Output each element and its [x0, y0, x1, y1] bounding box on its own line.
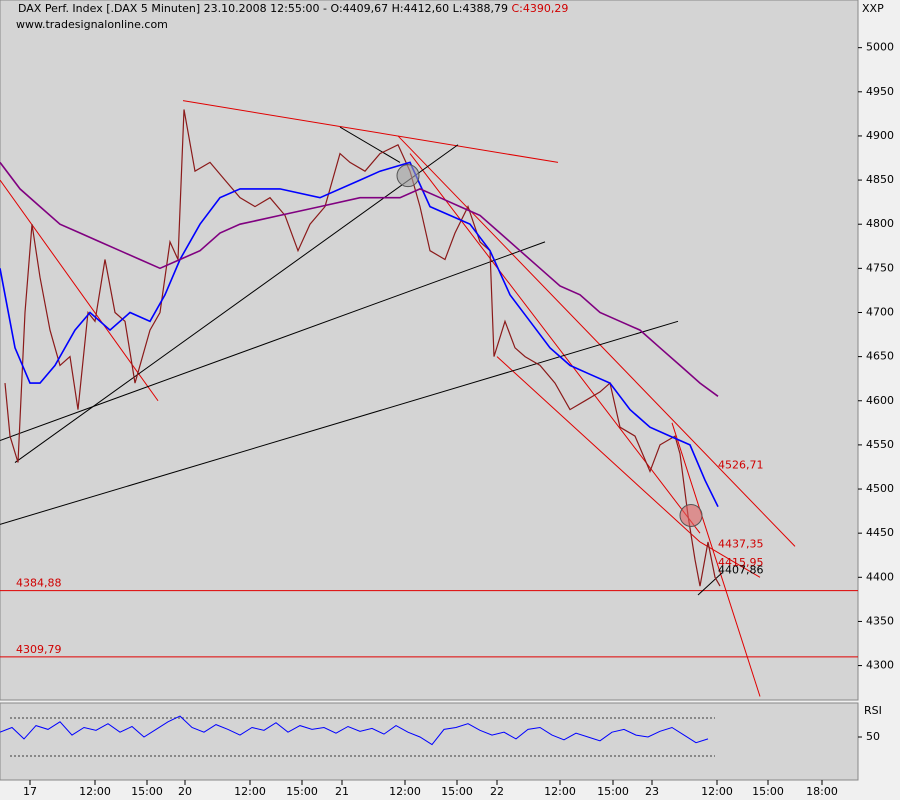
- y-tick-label: 4650: [866, 350, 894, 363]
- trend-line: [0, 241, 546, 441]
- title-text: DAX Perf. Index [.DAX 5 Minuten] 23.10.2…: [18, 2, 508, 15]
- x-tick-label: 12:00: [234, 785, 266, 798]
- x-tick-label: 12:00: [544, 785, 576, 798]
- annotation: 4415,95: [718, 556, 764, 569]
- x-tick-label: 20: [178, 785, 192, 798]
- price-panel: [0, 0, 859, 701]
- y-tick-label: 4400: [866, 570, 894, 583]
- rsi-label: RSI: [864, 704, 882, 717]
- x-tick-label: 12:00: [701, 785, 733, 798]
- trend-line: [182, 100, 559, 163]
- x-tick-label: 15:00: [752, 785, 784, 798]
- x-tick-label: 15:00: [441, 785, 473, 798]
- y-tick-label: 4350: [866, 614, 894, 627]
- y-tick-label: 4600: [866, 394, 894, 407]
- x-tick-label: 12:00: [389, 785, 421, 798]
- y-tick-label: 4500: [866, 482, 894, 495]
- price-line: [4, 109, 721, 587]
- y-tick-label: 4700: [866, 305, 894, 318]
- rsi-line: [0, 715, 709, 746]
- x-tick-label: 17: [23, 785, 37, 798]
- rsi-tick-label: 50: [866, 730, 880, 743]
- trend-line: [697, 572, 723, 596]
- y-tick-label: 4950: [866, 85, 894, 98]
- y-tick-label: 5000: [866, 41, 894, 54]
- annotation: 4526,71: [718, 458, 764, 471]
- subtitle: www.tradesignalonline.com: [16, 18, 168, 31]
- x-tick-label: 15:00: [286, 785, 318, 798]
- x-tick-label: 15:00: [597, 785, 629, 798]
- annotation: 4407,86: [718, 563, 764, 576]
- y-tick-label: 4900: [866, 129, 894, 142]
- marker: [396, 164, 420, 188]
- plot: 4300 4350 4400 4450 4500 4550 4600 4650 4700 4750…: [0, 41, 894, 798]
- level-label: 4384,88: [16, 577, 62, 590]
- x-tick-label: 15:00: [131, 785, 163, 798]
- trend-line: [397, 135, 796, 547]
- trend-line: [699, 541, 761, 578]
- rsi-panel: [0, 702, 859, 781]
- y-tick-label: 4750: [866, 261, 894, 274]
- y-tick-label: 4450: [866, 526, 894, 539]
- x-tick-label: 22: [490, 785, 504, 798]
- x-tick-label: 18:00: [806, 785, 838, 798]
- trend-line: [339, 126, 401, 163]
- trend-line: [409, 153, 701, 534]
- y-tick-label: 4850: [866, 173, 894, 186]
- close-label: C:4390,29: [511, 2, 568, 15]
- chart-title: DAX Perf. Index [.DAX 5 Minuten] 23.10.2…: [18, 2, 568, 15]
- axis-label: XXP: [862, 2, 884, 15]
- annotation: 4437,35: [718, 537, 764, 550]
- level-label: 4309,79: [16, 643, 62, 656]
- y-tick-label: 4800: [866, 217, 894, 230]
- trend-line: [0, 320, 679, 525]
- x-tick-label: 12:00: [79, 785, 111, 798]
- moving-average: [0, 161, 719, 397]
- moving-average: [0, 161, 719, 508]
- marker: [679, 504, 703, 528]
- y-tick-label: 4550: [866, 438, 894, 451]
- trend-line: [671, 422, 761, 697]
- trend-line: [496, 356, 701, 543]
- y-tick-label: 4300: [866, 659, 894, 672]
- x-tick-label: 23: [645, 785, 659, 798]
- x-tick-label: 21: [335, 785, 349, 798]
